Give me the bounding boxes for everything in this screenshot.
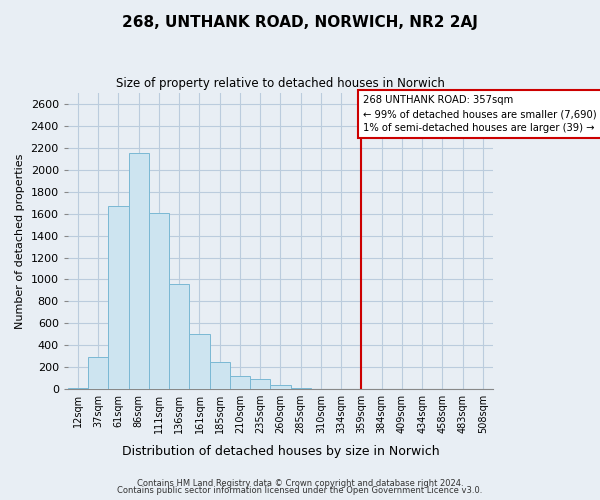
Bar — [271, 386, 290, 389]
Bar — [392, 388, 412, 389]
Bar — [452, 388, 473, 389]
Bar — [250, 378, 271, 389]
Bar — [128, 154, 149, 389]
Title: Size of property relative to detached houses in Norwich: Size of property relative to detached ho… — [116, 78, 445, 90]
Bar — [149, 213, 169, 389]
Text: Contains HM Land Registry data © Crown copyright and database right 2024.: Contains HM Land Registry data © Crown c… — [137, 478, 463, 488]
Bar — [230, 376, 250, 389]
Text: 268 UNTHANK ROAD: 357sqm
← 99% of detached houses are smaller (7,690)
1% of semi: 268 UNTHANK ROAD: 357sqm ← 99% of detach… — [364, 95, 597, 133]
X-axis label: Distribution of detached houses by size in Norwich: Distribution of detached houses by size … — [122, 444, 439, 458]
Bar — [109, 206, 128, 389]
Bar — [190, 334, 209, 389]
Text: Contains public sector information licensed under the Open Government Licence v3: Contains public sector information licen… — [118, 486, 482, 495]
Bar — [169, 284, 190, 389]
Bar — [88, 357, 109, 389]
Bar — [209, 362, 230, 389]
Bar — [290, 388, 311, 389]
Bar — [371, 388, 392, 389]
Y-axis label: Number of detached properties: Number of detached properties — [15, 154, 25, 329]
Text: 268, UNTHANK ROAD, NORWICH, NR2 2AJ: 268, UNTHANK ROAD, NORWICH, NR2 2AJ — [122, 15, 478, 30]
Bar — [68, 388, 88, 389]
